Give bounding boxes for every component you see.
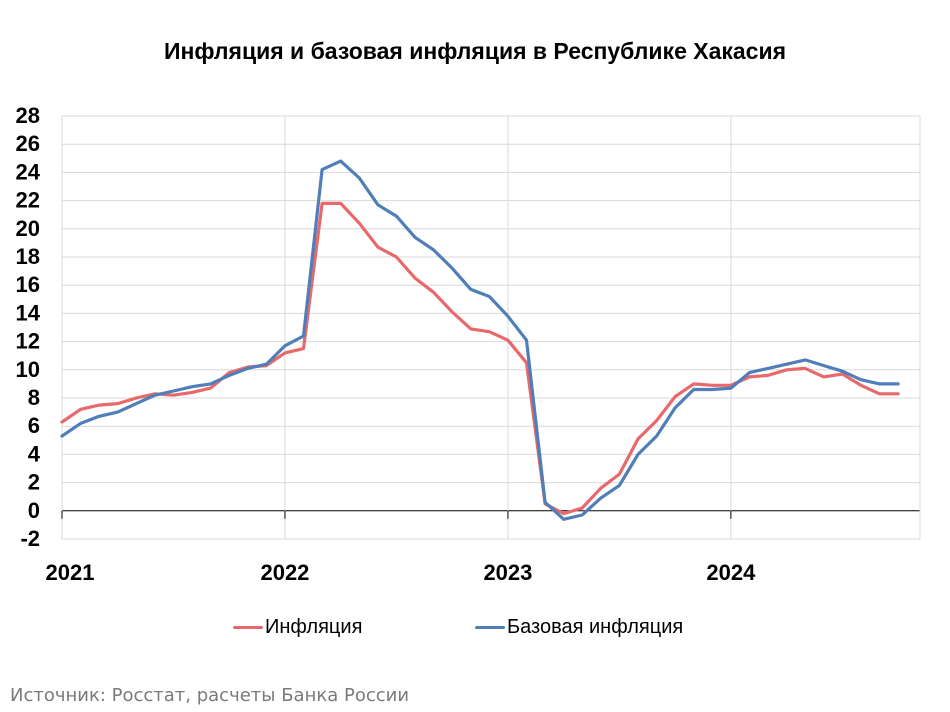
x-tick-label: 2023 xyxy=(483,560,532,585)
legend-label-core-inflation: Базовая инфляция xyxy=(507,616,684,638)
legend-item-core-inflation: Базовая инфляция xyxy=(475,616,683,639)
y-tick-label: 18 xyxy=(16,244,40,269)
y-tick-label: 2 xyxy=(28,470,40,495)
y-tick-label: 4 xyxy=(28,441,41,466)
y-tick-label: 0 xyxy=(28,498,40,523)
y-tick-label: 6 xyxy=(28,413,40,438)
legend-label-inflation: Инфляция xyxy=(265,616,363,638)
y-tick-label: 10 xyxy=(16,357,40,382)
grid-lines xyxy=(61,115,921,540)
y-tick-label: 22 xyxy=(16,188,40,213)
series-line-inflation xyxy=(60,201,900,516)
legend: Инфляция Базовая инфляция xyxy=(0,616,950,646)
x-tick-label: 2024 xyxy=(706,560,756,585)
y-tick-label: 8 xyxy=(28,385,40,410)
x-tick-label: 2022 xyxy=(260,560,309,585)
legend-swatch-core-inflation xyxy=(475,626,505,629)
chart-title: Инфляция и базовая инфляция в Республике… xyxy=(163,38,787,64)
y-tick-label: 14 xyxy=(16,300,41,325)
y-tick-label: 26 xyxy=(16,131,40,156)
y-tick-label: 24 xyxy=(16,159,41,184)
y-tick-label: 16 xyxy=(16,272,40,297)
legend-swatch-inflation xyxy=(233,626,263,629)
legend-item-inflation: Инфляция xyxy=(233,616,362,639)
y-tick-label: -2 xyxy=(20,526,40,551)
y-tick-label: 28 xyxy=(16,103,40,128)
series-line-core-inflation xyxy=(60,159,900,521)
x-axis-ticks: 2021 2022 2023 2024 xyxy=(46,510,756,585)
x-tick-label: 2021 xyxy=(46,560,95,585)
source-note: Источник: Росстат, расчеты Банка России xyxy=(10,685,410,706)
y-tick-label: 20 xyxy=(16,216,40,241)
series-lines xyxy=(60,159,900,521)
y-tick-label: 12 xyxy=(16,329,40,354)
